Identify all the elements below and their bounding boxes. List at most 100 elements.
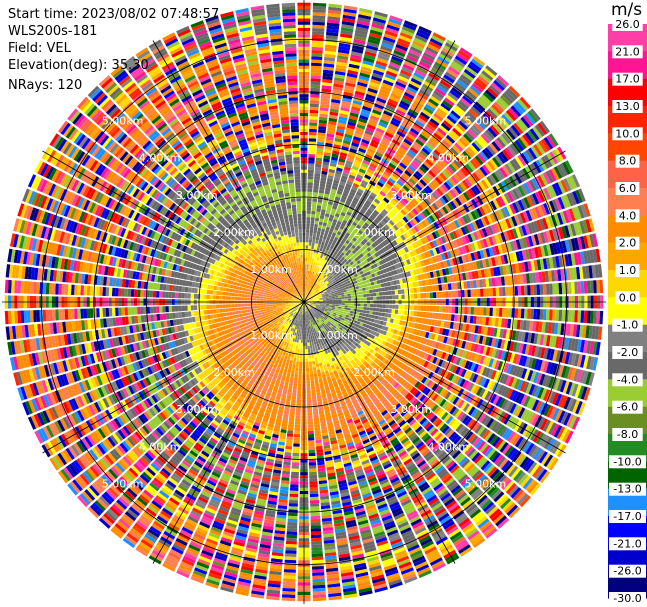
ray-gate [483,67,496,79]
ray-gate [414,34,428,43]
ray-gate [495,77,507,89]
ray-gate [368,84,379,91]
ray-gate [358,168,366,174]
ray-gate [340,198,346,203]
ray-gate [502,308,506,317]
ray-gate [312,275,315,279]
ray-gate [331,99,341,104]
ray-gate [331,156,338,161]
ray-gate [420,305,424,311]
ray-gate [388,309,392,314]
ray-gate [329,165,336,171]
ray-gate [325,239,330,244]
ray-gate [305,286,307,290]
ray-gate [415,154,425,163]
ray-gate [313,287,317,290]
ray-gate [373,154,382,161]
ray-gate [452,127,462,137]
ray-gate [319,183,326,188]
ray-gate [313,185,319,190]
ray-gate [446,115,457,125]
ray-gate [425,46,439,55]
ray-gate [341,294,345,297]
ray-gate [324,50,336,55]
ray-gate [341,307,345,310]
ray-gate [337,55,349,61]
ray-gate [320,231,325,236]
ray-gate [404,169,412,177]
ray-gate [319,215,325,220]
ray-gate [549,283,553,295]
ray-gate [309,255,313,259]
ray-gate [473,307,478,315]
ray-gate [321,170,328,175]
ray-gate [318,282,322,286]
ray-gate [305,251,308,255]
ray-gate [308,277,310,281]
ray-gate [363,306,367,310]
ray-gate [342,17,356,23]
ray-gate [306,213,311,218]
ray-gate [467,306,471,315]
ray-gate [431,151,441,160]
ray-gate [348,115,358,121]
ray-gate [366,90,377,97]
ray-gate [319,116,328,121]
ray-gate [325,44,337,49]
ray-gate [346,197,353,203]
ray-gate [311,289,315,293]
ray-gate [469,126,480,137]
ray-gate [363,297,367,301]
ray-gate [325,303,330,306]
ray-gate [322,161,330,166]
ray-gate [347,208,354,214]
ray-gate [428,98,439,107]
ray-gate [439,79,452,89]
ray-gate [391,290,396,295]
ray-gate [451,290,456,298]
ray-gate [527,285,531,296]
ray-gate [335,233,340,239]
ray-gate [326,207,332,212]
ray-gate [392,172,400,180]
ray-gate [326,302,330,304]
ray-gate [368,118,378,125]
ray-gate [374,198,381,205]
ray-gate [321,82,332,87]
ray-gate [372,292,377,297]
ray-gate [309,122,318,126]
ray-gate [364,51,377,57]
ray-gate [427,120,438,129]
ray-gate [338,303,342,305]
ray-gate [420,293,424,299]
ray-gate [466,111,477,121]
ray-gate [449,147,459,157]
ray-gate [358,185,366,191]
ray-gate [385,304,389,309]
ray-gate [312,9,326,13]
ray-gate [484,89,497,101]
ray-gate [372,201,379,207]
ray-gate [326,22,340,27]
ray-gate [308,290,310,294]
ray-gate [362,177,370,183]
ray-gate [464,289,468,298]
ray-gate [362,205,368,211]
ray-gate [388,295,393,300]
ray-gate [452,144,462,154]
ray-gate [304,276,306,280]
ray-gate [312,271,315,276]
ray-gate [308,267,311,271]
ray-gate [390,92,401,100]
ray-gate [307,286,309,290]
ray-gate [388,290,392,295]
ray-gate [356,309,361,313]
ray-gate [332,182,339,187]
ray-gate [329,214,335,219]
ray-gate [359,291,364,295]
ray-gate [369,231,375,237]
ray-gate [347,194,354,200]
ray-gate [319,279,323,283]
ray-gate [367,225,374,231]
ray-gate [329,302,333,305]
